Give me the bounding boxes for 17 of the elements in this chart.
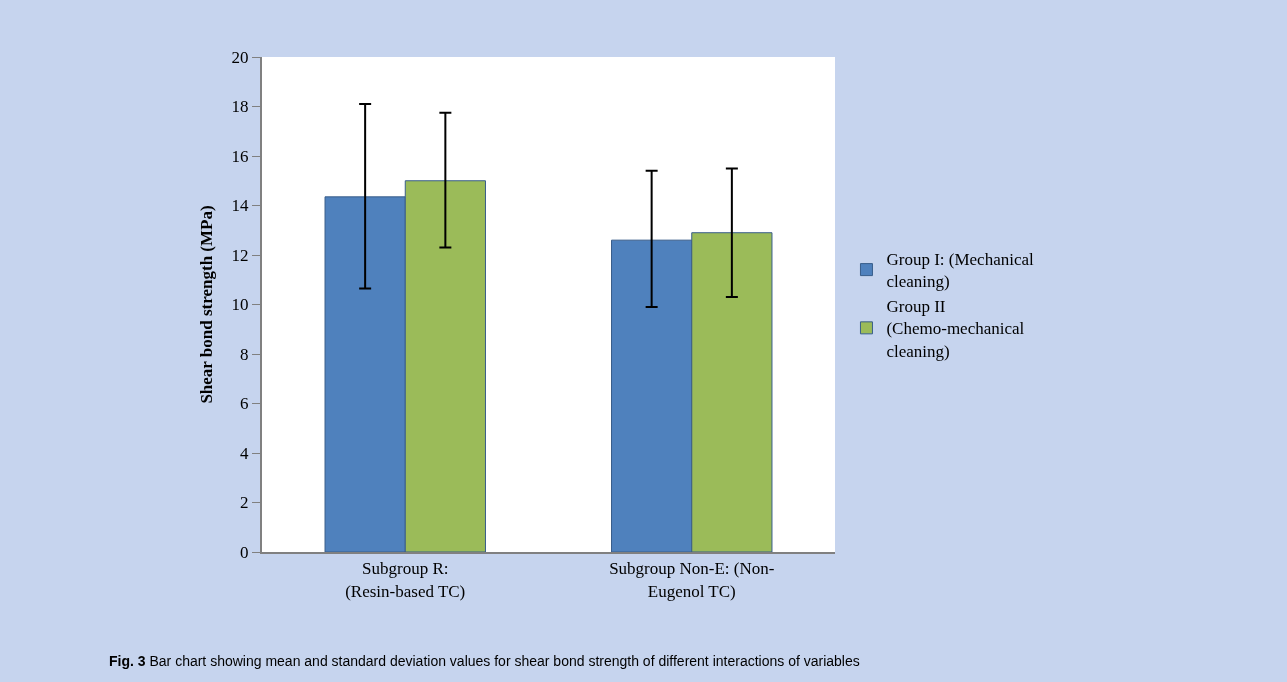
text: Fig. 3 Bar chart showing mean and standard deviation values for shear bond strength of different interactions of variables xyxy=(109,653,860,669)
y-tick-label: 12 xyxy=(231,245,249,265)
y-axis-title: Shear bond strength (MPa) xyxy=(196,205,216,404)
x-tick-label: Subgroup R: (Resin-based TC) xyxy=(345,559,466,601)
y-tick-label: 2 xyxy=(240,493,249,513)
y-tick-label: 16 xyxy=(231,146,249,166)
y-tick-label: 10 xyxy=(231,295,249,315)
y-tick-label: 8 xyxy=(240,344,249,364)
y-tick-label: 14 xyxy=(231,196,250,216)
legend-label: Group I: (Mechanical cleaning) xyxy=(886,250,1035,292)
y-tick-label: 4 xyxy=(240,443,250,463)
y-tick-label: 20 xyxy=(231,47,249,67)
y-tick-label: 18 xyxy=(231,97,249,117)
legend-label: Group II (Chemo-mechanical cleaning) xyxy=(886,297,1025,361)
x-tick-label: Subgroup Non-E: (Non- Eugenol TC) xyxy=(609,559,775,601)
y-tick-label: 0 xyxy=(240,542,249,562)
y-tick-label: 6 xyxy=(240,394,249,414)
